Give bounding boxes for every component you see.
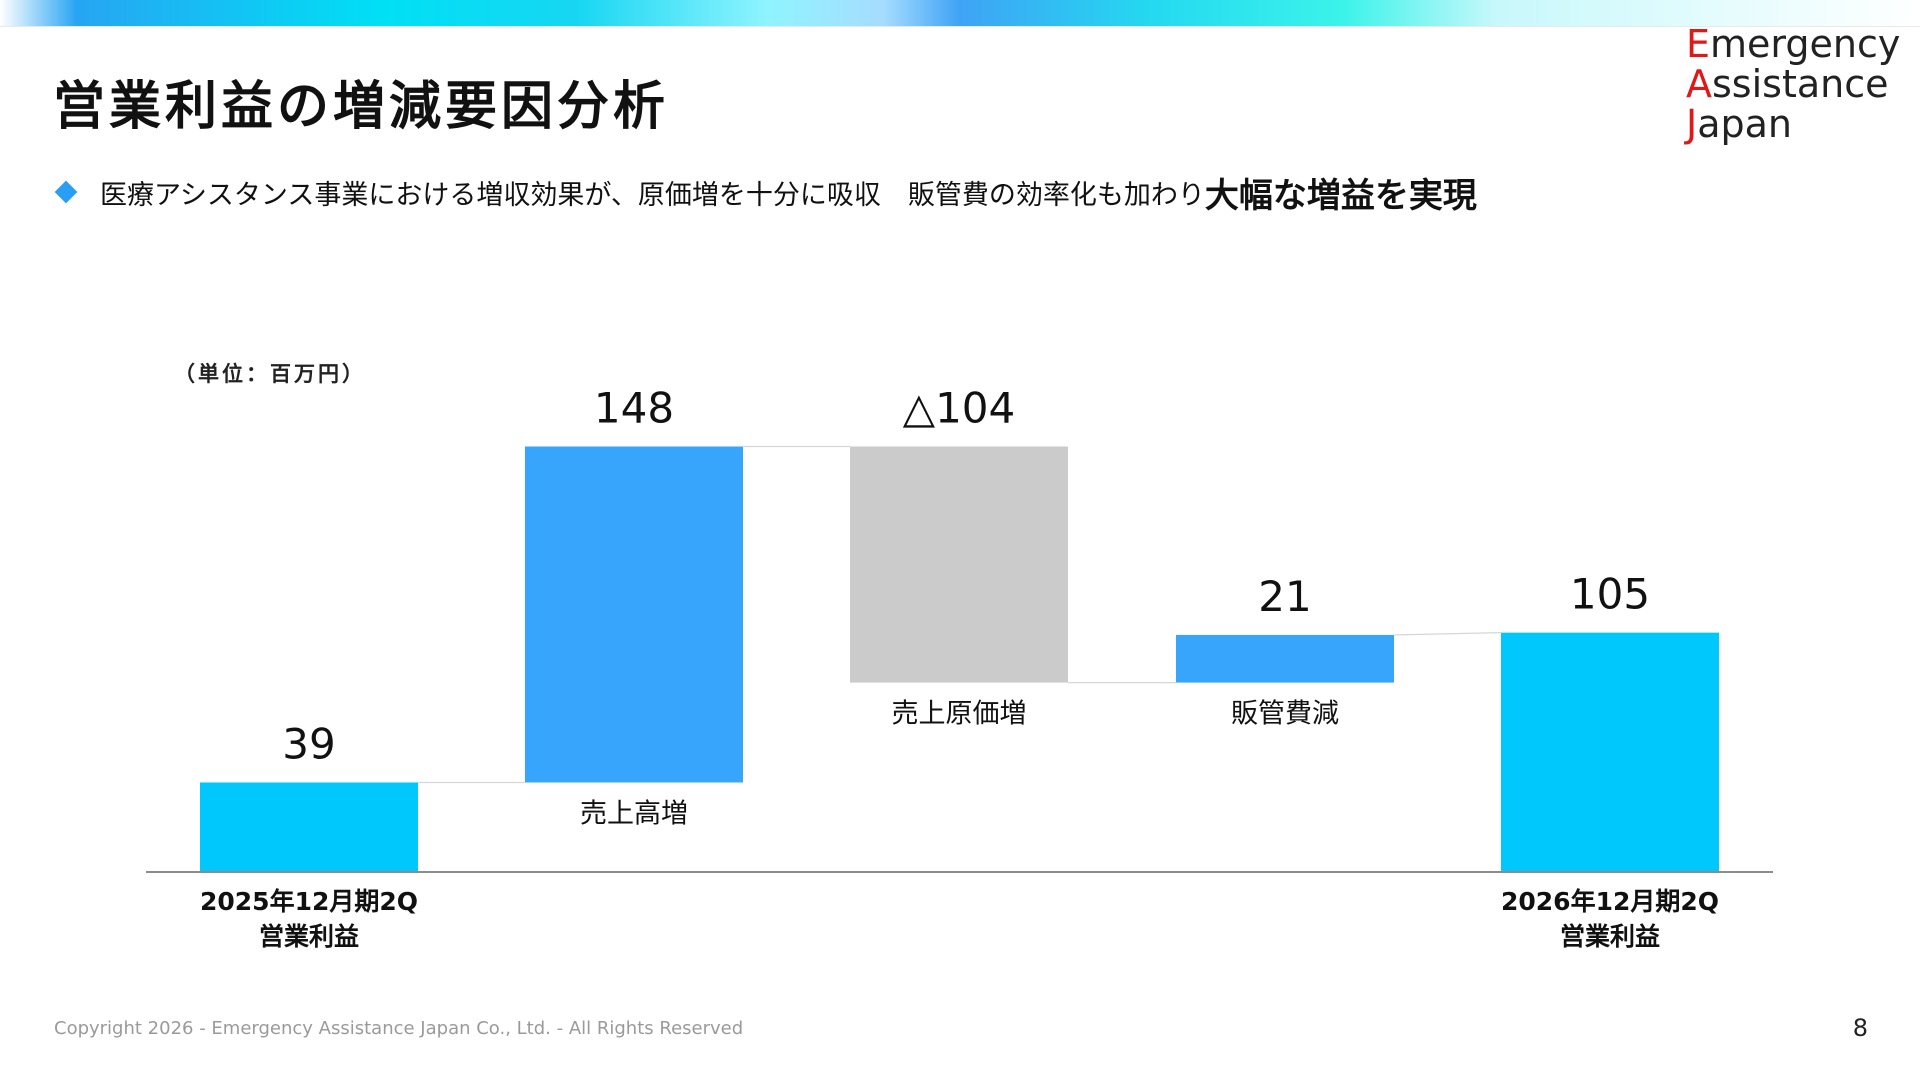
waterfall-bar	[1176, 634, 1394, 683]
category-label: 営業利益	[1560, 922, 1660, 951]
category-label: 売上原価増	[892, 699, 1027, 730]
company-logo: Emergency Assistance Japan	[1686, 24, 1900, 144]
value-label: 21	[1258, 572, 1311, 621]
logo-line-assistance: Assistance	[1686, 62, 1889, 106]
top-gradient-bar	[0, 0, 1920, 26]
category-label: 売上高増	[580, 798, 688, 829]
page-title: 営業利益の増減要因分析	[53, 77, 670, 137]
waterfall-bar	[200, 782, 418, 871]
page-number: 8	[1852, 1014, 1868, 1042]
logo-line-emergency: Emergency	[1686, 22, 1901, 66]
category-label: 営業利益	[259, 922, 359, 951]
value-label: 148	[594, 384, 674, 433]
category-label: 販管費減	[1231, 699, 1339, 730]
value-label: 105	[1570, 570, 1650, 619]
header-divider	[0, 26, 1920, 27]
unit-label: （単位：百万円）	[174, 362, 366, 386]
category-label: 2026年12月期2Q	[1501, 887, 1719, 916]
copyright-footer: Copyright 2026 - Emergency Assistance Ja…	[54, 1018, 744, 1039]
summary-bullet: 医療アシスタンス事業における増収効果が、原価増を十分に吸収 販管費の効率化も加わ…	[54, 170, 1477, 216]
logo-line-japan: Japan	[1686, 102, 1792, 146]
value-label: △104	[903, 384, 1015, 433]
waterfall-bar	[525, 446, 743, 783]
connector-line	[1393, 632, 1502, 636]
category-label: 2025年12月期2Q	[200, 887, 418, 916]
summary-emphasis: 大幅な増益を実現	[1204, 175, 1477, 216]
waterfall-bar	[850, 446, 1068, 683]
waterfall-bar	[1501, 632, 1719, 871]
summary-text: 医療アシスタンス事業における増収効果が、原価増を十分に吸収 販管費の効率化も加わ…	[100, 179, 1205, 211]
value-label: 39	[282, 719, 335, 768]
